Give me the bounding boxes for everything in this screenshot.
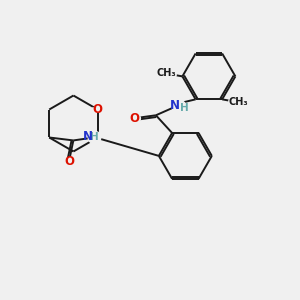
Text: CH₃: CH₃ — [156, 68, 176, 78]
Text: H: H — [90, 133, 98, 142]
Text: N: N — [82, 130, 92, 143]
Text: O: O — [93, 103, 103, 116]
Text: H: H — [180, 103, 188, 113]
Text: N: N — [169, 99, 179, 112]
Text: O: O — [64, 155, 74, 168]
Text: O: O — [130, 112, 140, 125]
Text: CH₃: CH₃ — [229, 97, 248, 107]
